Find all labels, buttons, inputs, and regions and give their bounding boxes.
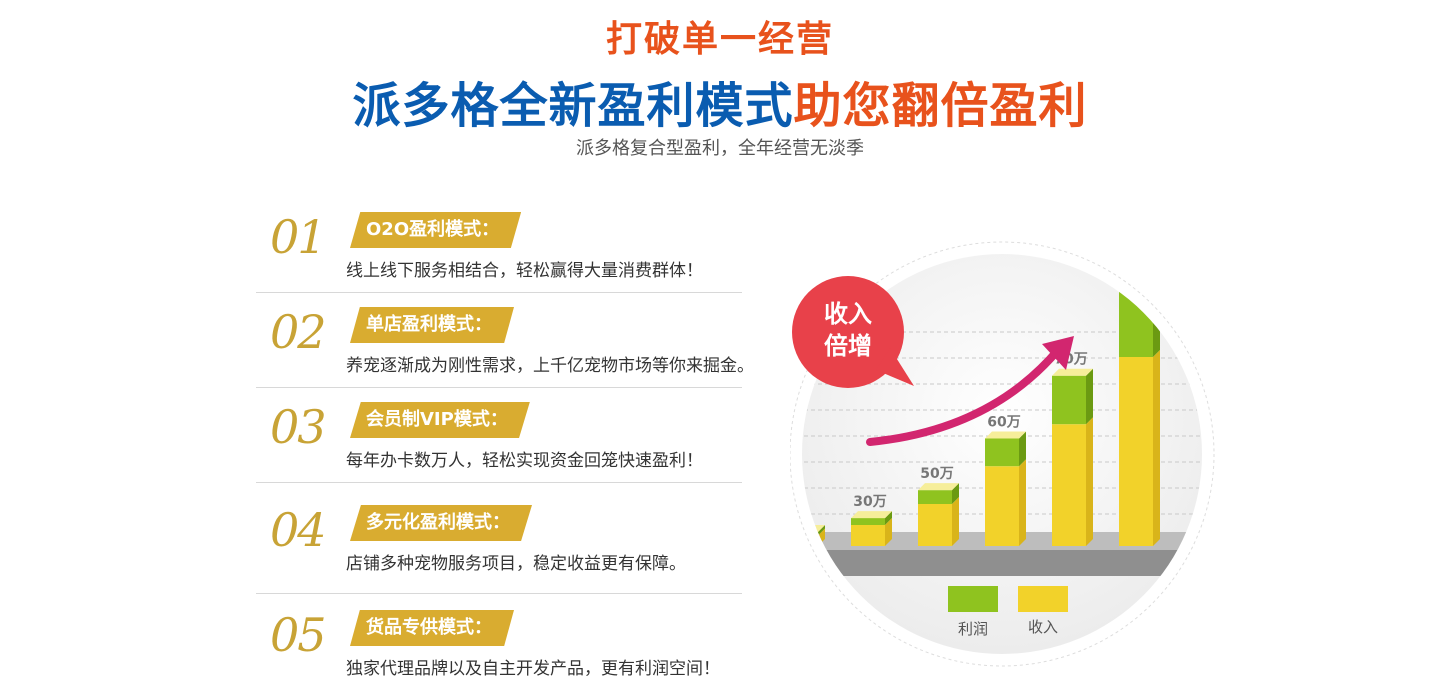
badge-tail: [876, 348, 914, 386]
income-bar: [918, 497, 959, 546]
chart-floor-edge: [802, 550, 1202, 576]
item-description: 独家代理品牌以及自主开发产品，更有利润空间！: [346, 659, 720, 679]
legend-label-profit: 利润: [958, 620, 988, 638]
bar-value-label: 30万: [853, 494, 886, 510]
item-title-tag: 货品专供模式：: [350, 610, 514, 646]
badge-line-2: 倍增: [824, 332, 872, 360]
item-number: 01: [270, 210, 327, 264]
badge: 收入 倍增: [792, 276, 914, 388]
item-description: 线上线下服务相结合，轻松赢得大量消费群体！: [346, 261, 703, 281]
bar-value-label: 50万: [920, 466, 953, 482]
legend-swatch-income: [1018, 586, 1068, 612]
profit-item-3: 03 会员制VIP模式： 每年办卡数万人，轻松实现资金回笼快速盈利！: [256, 400, 776, 496]
headline-top: 打破单一经营: [605, 19, 834, 60]
item-title-tag: 多元化盈利模式：: [350, 505, 532, 541]
item-divider: [256, 593, 742, 594]
growth-arrow: [866, 346, 1062, 446]
profit-item-5: 05 货品专供模式： 独家代理品牌以及自主开发产品，更有利润空间！: [256, 608, 776, 694]
item-title-tag: 会员制VIP模式：: [350, 402, 530, 438]
item-divider: [256, 292, 742, 293]
item-divider: [256, 387, 742, 388]
income-bar: [985, 459, 1026, 546]
profit-item-1: 01 O2O盈利模式： 线上线下服务相结合，轻松赢得大量消费群体！: [256, 210, 776, 306]
headline-main-blue: 派多格全新盈利模式: [352, 78, 794, 134]
profit-bar: [918, 483, 959, 504]
legend-label-income: 收入: [1028, 618, 1058, 636]
profit-item-4: 04 多元化盈利模式： 店铺多种宠物服务项目，稳定收益更有保障。: [256, 503, 776, 599]
income-bar: [1052, 417, 1093, 546]
headline-main-orange: 助您翻倍盈利: [793, 78, 1088, 134]
bar-value-label: 60万: [987, 414, 1020, 430]
item-number: 03: [270, 400, 327, 454]
legend-swatch-profit: [948, 586, 998, 612]
item-description: 店铺多种宠物服务项目，稳定收益更有保障。: [346, 554, 686, 574]
bar-value-label: 80万: [1121, 252, 1154, 268]
badge-line-1: 收入: [824, 300, 872, 328]
item-title-tag: 单店盈利模式：: [350, 307, 514, 343]
income-bar: [1119, 350, 1160, 546]
item-number: 02: [270, 305, 327, 359]
profit-bar: [985, 431, 1026, 467]
item-description: 养宠逐渐成为刚性需求，上千亿宠物市场等你来掘金。: [346, 356, 754, 376]
growth-arrow-head: [1042, 336, 1074, 370]
profit-bar: [851, 511, 892, 525]
item-description: 每年办卡数万人，轻松实现资金回笼快速盈利！: [346, 451, 703, 471]
item-divider: [256, 482, 742, 483]
profit-bar: [1052, 368, 1093, 425]
badge-circle: [792, 276, 904, 388]
profit-item-2: 02 单店盈利模式： 养宠逐渐成为刚性需求，上千亿宠物市场等你来掘金。: [256, 305, 776, 401]
item-number: 05: [270, 608, 327, 662]
item-title-tag: O2O盈利模式：: [350, 212, 522, 248]
headline-subtitle: 派多格复合型盈利，全年经营无淡季: [576, 138, 864, 159]
chart-legend: 利润 收入: [948, 586, 1068, 638]
headline-main: 派多格全新盈利模式助您翻倍盈利: [0, 66, 1440, 136]
item-number: 04: [270, 503, 327, 557]
